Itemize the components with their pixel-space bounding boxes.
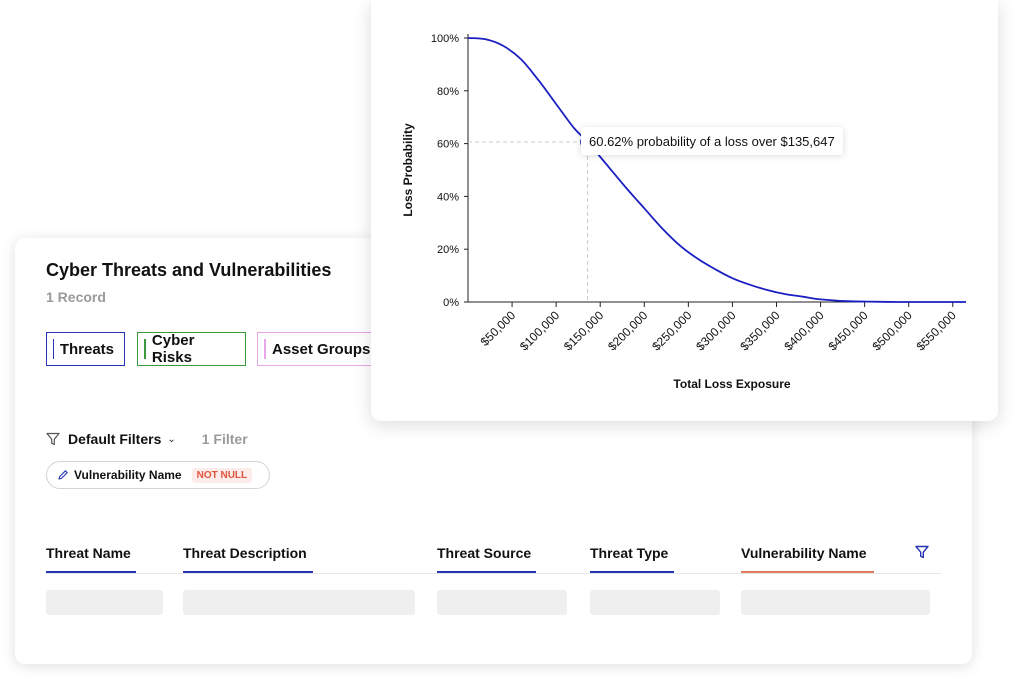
tab-cyber-risks[interactable]: Cyber Risks	[137, 332, 246, 366]
x-tick-label: $450,000	[825, 308, 871, 354]
filter-icon	[46, 432, 60, 446]
filter-bar: Default Filters ⌄ 1 Filter	[46, 430, 248, 448]
y-tick-label: 60%	[437, 139, 459, 151]
tab-asset-groups[interactable]: Asset Groups	[257, 332, 385, 366]
chevron-down-icon[interactable]: ⌄	[167, 433, 176, 445]
tab-label: Cyber Risks	[151, 332, 195, 366]
x-axis-title: Total Loss Exposure	[673, 377, 790, 391]
skeleton-cell	[46, 590, 163, 615]
x-tick-label: $150,000	[561, 308, 607, 354]
column-header-vulnerability-name[interactable]: Vulnerability Name	[741, 545, 874, 573]
y-tick-label: 20%	[437, 244, 459, 256]
y-tick-label: 0%	[443, 297, 459, 309]
tab-threats[interactable]: Threats	[46, 332, 125, 366]
column-header-threat-source[interactable]: Threat Source	[437, 545, 536, 573]
column-header-threat-description[interactable]: Threat Description	[183, 545, 313, 573]
filter-count: 1 Filter	[201, 431, 248, 447]
tab-label: Asset Groups	[272, 340, 371, 358]
x-tick-label: $350,000	[737, 308, 783, 354]
chart-card: 0% 20% 40% 60% 80% 100% $50,000 $100,000 $150,00…	[371, 0, 998, 421]
chip-field: Vulnerability Name	[74, 468, 182, 482]
x-tick-label: $300,000	[693, 308, 739, 354]
page-title: Cyber Threats and Vulnerabilities	[46, 260, 332, 280]
tab-accent-bar	[53, 339, 54, 359]
skeleton-cell	[437, 590, 567, 615]
tab-accent-bar	[144, 339, 146, 359]
y-tick-label: 80%	[437, 86, 459, 98]
x-tick-label: $550,000	[914, 308, 960, 354]
tab-accent-bar	[264, 339, 266, 359]
y-axis-title: Loss Probability	[401, 123, 415, 217]
column-filter-icon[interactable]	[915, 545, 929, 559]
loss-exceedance-chart: 0% 20% 40% 60% 80% 100% $50,000$100,000$150,00…	[401, 33, 966, 391]
x-tick-label: $100,000	[517, 308, 563, 354]
chart-tooltip: 60.62% probability of a loss over $135,6…	[581, 127, 843, 155]
x-tick-label: $400,000	[781, 308, 827, 354]
x-tick-label: $50,000	[478, 308, 519, 349]
column-header-threat-type[interactable]: Threat Type	[590, 545, 674, 573]
default-filters-dropdown[interactable]: Default Filters	[68, 431, 162, 447]
skeleton-cell	[183, 590, 415, 615]
pencil-icon[interactable]	[57, 469, 69, 481]
header-divider	[46, 573, 941, 574]
tab-label: Threats	[59, 340, 114, 358]
y-tick-label: 40%	[437, 191, 459, 203]
x-tick-label: $500,000	[870, 308, 916, 354]
loss-exceedance-curve	[467, 37, 966, 303]
x-tick-label: $250,000	[649, 308, 695, 354]
record-count: 1 Record	[46, 289, 106, 305]
x-tick-label: $200,000	[605, 308, 651, 354]
column-header-threat-name[interactable]: Threat Name	[46, 545, 136, 573]
filter-chip-vulnerability-name[interactable]: Vulnerability Name NOT NULL	[46, 461, 270, 489]
skeleton-cell	[590, 590, 720, 615]
skeleton-cell	[741, 590, 930, 615]
chip-condition-badge: NOT NULL	[191, 467, 253, 483]
y-tick-label: 100%	[431, 33, 459, 45]
